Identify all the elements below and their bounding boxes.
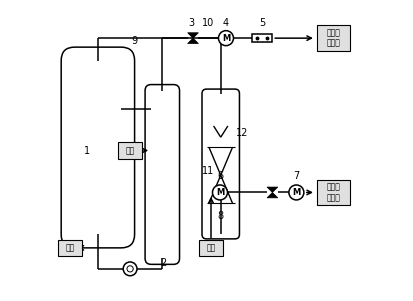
Text: 7: 7	[293, 171, 299, 181]
Text: 2: 2	[160, 258, 166, 268]
Polygon shape	[188, 33, 198, 38]
FancyBboxPatch shape	[202, 89, 240, 239]
FancyBboxPatch shape	[317, 25, 350, 51]
Polygon shape	[267, 192, 278, 198]
Circle shape	[289, 185, 304, 200]
Text: M: M	[222, 34, 230, 43]
FancyBboxPatch shape	[58, 240, 82, 256]
Text: 3: 3	[188, 18, 194, 28]
Text: 氢气: 氢气	[206, 244, 216, 252]
Text: 10: 10	[202, 18, 214, 28]
Text: 12: 12	[236, 128, 249, 138]
FancyBboxPatch shape	[61, 47, 135, 248]
Text: 4: 4	[223, 18, 229, 28]
Bar	[252, 34, 272, 42]
Polygon shape	[188, 38, 198, 44]
Text: 1: 1	[83, 145, 90, 156]
FancyBboxPatch shape	[317, 180, 350, 205]
Text: 8: 8	[217, 211, 223, 222]
Circle shape	[218, 31, 233, 46]
Circle shape	[213, 185, 228, 200]
Text: 冷低压
分离器: 冷低压 分离器	[327, 29, 341, 48]
Text: M: M	[216, 188, 224, 197]
Circle shape	[123, 262, 137, 276]
FancyBboxPatch shape	[145, 85, 180, 264]
Text: 6: 6	[217, 171, 223, 181]
Text: 原料: 原料	[66, 244, 75, 252]
Circle shape	[127, 266, 133, 272]
Text: M: M	[292, 188, 301, 197]
FancyBboxPatch shape	[199, 240, 223, 256]
Text: 氢气: 氢气	[126, 146, 135, 155]
Text: 热低压
分离罐: 热低压 分离罐	[327, 183, 341, 202]
Text: 11: 11	[202, 166, 214, 176]
Text: 5: 5	[259, 18, 265, 28]
Polygon shape	[267, 187, 278, 192]
Text: 9: 9	[131, 36, 138, 46]
FancyBboxPatch shape	[118, 142, 142, 159]
